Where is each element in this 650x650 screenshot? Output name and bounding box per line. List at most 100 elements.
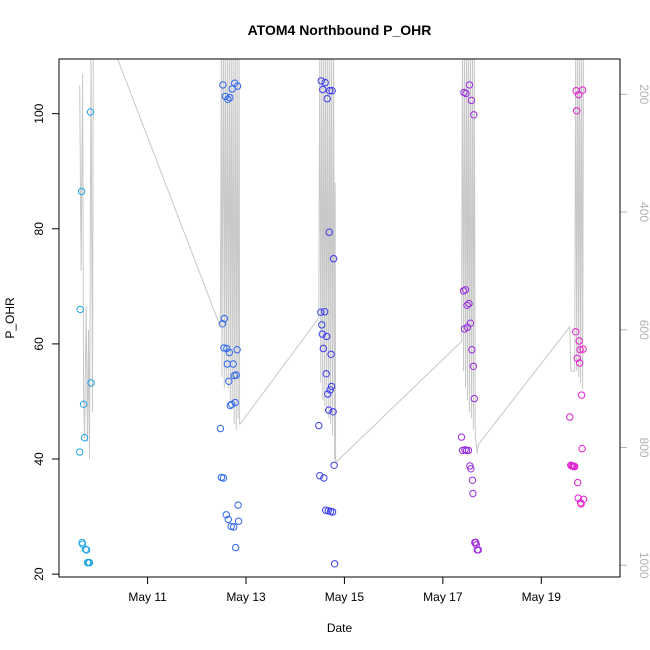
data-point <box>464 446 473 455</box>
data-point <box>579 495 588 503</box>
y-axis-label: P_OHR <box>3 297 17 339</box>
data-point <box>469 489 477 498</box>
data-point <box>326 386 334 394</box>
data-point <box>321 78 329 87</box>
data-point <box>578 445 586 453</box>
data-point <box>465 81 474 89</box>
data-point <box>225 377 233 385</box>
y-tick-label: 80 <box>32 222 46 236</box>
data-point <box>233 82 242 90</box>
data-point <box>457 433 466 441</box>
data-point <box>328 87 336 95</box>
data-point <box>316 472 324 480</box>
data-point <box>234 501 242 509</box>
data-point <box>80 434 89 442</box>
data-point <box>79 400 88 408</box>
data-point <box>76 305 84 314</box>
data-point <box>579 345 587 353</box>
data-point <box>574 478 582 487</box>
data-point <box>220 314 229 323</box>
data-point <box>470 111 478 119</box>
y-tick-label: 40 <box>32 452 46 466</box>
data-point <box>467 465 475 473</box>
data-point <box>465 299 473 308</box>
data-point <box>223 360 232 368</box>
data-point <box>234 517 243 525</box>
data-point <box>219 81 227 89</box>
data-point <box>325 406 333 414</box>
points-layer <box>76 77 588 568</box>
data-point <box>230 523 238 531</box>
plot-frame <box>58 58 621 578</box>
data-point <box>573 107 581 115</box>
data-point <box>575 91 583 99</box>
data-point <box>461 286 470 294</box>
data-point <box>224 95 232 104</box>
data-point <box>85 558 94 567</box>
data-point <box>232 543 240 552</box>
data-point <box>317 308 325 316</box>
data-point <box>318 321 326 329</box>
data-point <box>472 541 480 549</box>
data-point <box>224 515 233 524</box>
data-point <box>326 87 334 95</box>
data-point <box>571 462 579 471</box>
x-tick-label: May 11 <box>128 590 167 604</box>
x-tick-label: May 15 <box>325 590 365 604</box>
data-point <box>220 344 228 352</box>
data-point <box>466 319 475 327</box>
data-point <box>576 346 584 354</box>
y-tick-label: 20 <box>32 567 46 581</box>
x-axis-label: Date <box>327 621 353 635</box>
data-point <box>232 371 240 379</box>
data-point <box>330 560 339 568</box>
data-point <box>322 370 330 378</box>
data-point <box>327 382 336 391</box>
data-point <box>219 474 228 482</box>
y2-tick-label: 1000 <box>637 552 650 579</box>
y-tick-label: 100 <box>32 103 46 123</box>
data-point <box>318 330 326 338</box>
data-point <box>325 228 333 236</box>
data-point <box>87 379 95 387</box>
data-point <box>572 328 580 336</box>
data-point <box>329 255 338 263</box>
y-tick-label: 60 <box>32 337 46 351</box>
y2-tick-label: 200 <box>637 84 650 104</box>
data-point <box>216 424 225 433</box>
data-point <box>315 421 323 430</box>
data-point <box>222 511 231 519</box>
data-point <box>573 354 581 362</box>
data-point <box>319 344 327 353</box>
data-point <box>323 95 331 103</box>
data-point <box>229 360 237 368</box>
data-point <box>577 391 586 399</box>
data-point <box>474 546 482 554</box>
data-point <box>468 346 476 354</box>
data-point <box>467 96 476 105</box>
data-point <box>82 546 91 554</box>
data-point <box>578 86 587 94</box>
x-tick-label: May 17 <box>423 590 463 604</box>
data-point <box>330 461 338 469</box>
y2-tick-label: 800 <box>637 437 650 457</box>
data-point <box>566 413 574 421</box>
data-point <box>317 77 325 85</box>
x-tick-label: May 19 <box>522 590 562 604</box>
y2-tick-label: 400 <box>637 202 650 222</box>
data-point <box>218 320 227 328</box>
data-point <box>231 398 239 407</box>
data-point <box>468 476 477 484</box>
data-point <box>223 344 231 353</box>
data-point <box>76 448 84 456</box>
data-point <box>462 446 471 455</box>
data-point <box>575 359 584 367</box>
data-point <box>77 187 86 196</box>
y2-tick-label: 600 <box>637 320 650 340</box>
data-point <box>228 400 236 408</box>
data-point <box>324 390 332 398</box>
data-point <box>320 474 328 482</box>
data-point <box>233 346 241 354</box>
data-point <box>463 301 471 309</box>
